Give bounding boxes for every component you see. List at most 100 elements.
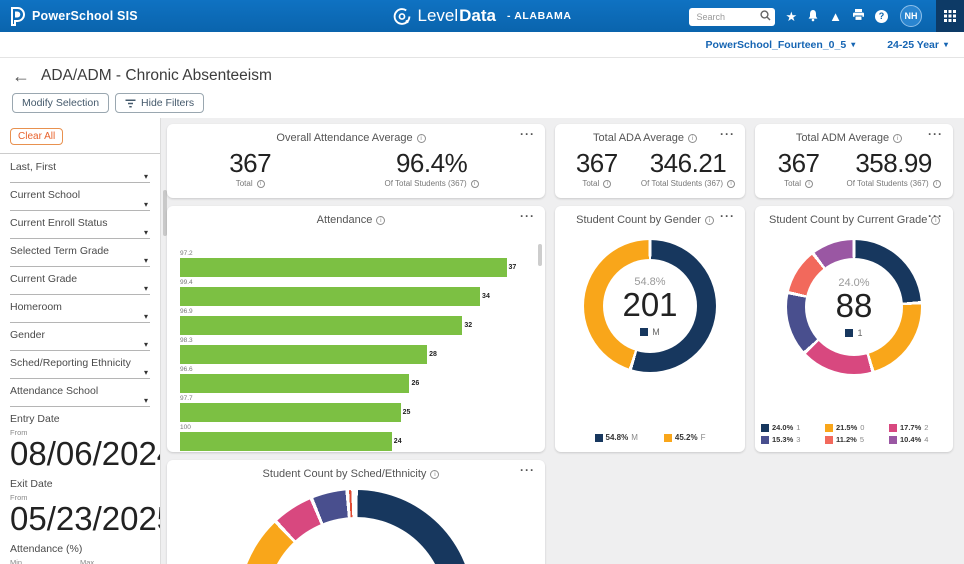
bar[interactable] (180, 258, 507, 277)
legend-item[interactable]: 10.4% 4 (889, 435, 947, 444)
bar[interactable] (180, 432, 392, 451)
date-from-input[interactable]: 08/06/2024 (10, 435, 161, 473)
legend-item[interactable]: 11.2% 5 (825, 435, 883, 444)
chart-scrollbar-thumb[interactable] (538, 244, 542, 266)
chevron-down-icon[interactable]: ▾ (143, 256, 148, 265)
legend-item[interactable]: 45.2% F (663, 433, 706, 442)
card-title: Total ADA Average i (569, 132, 721, 144)
info-icon[interactable]: i (704, 216, 714, 225)
info-icon[interactable]: i (687, 134, 697, 143)
legend-item[interactable]: 21.5% 0 (825, 423, 883, 432)
info-icon[interactable]: i (376, 216, 386, 225)
card-menu-icon[interactable]: ··· (520, 209, 535, 223)
legend-item[interactable]: 15.3% 3 (761, 435, 819, 444)
info-icon[interactable]: i (470, 180, 479, 188)
filter-dropdown[interactable]: Selected Term Grade ▾ (10, 245, 150, 267)
card-menu-icon[interactable]: ··· (928, 127, 943, 141)
legend-swatch (761, 435, 769, 444)
alerts-warning-icon[interactable]: ▲ (829, 8, 842, 24)
print-icon[interactable] (852, 9, 865, 23)
card-menu-icon[interactable]: ··· (520, 463, 535, 477)
search-icon[interactable] (760, 9, 771, 21)
legend-label: F (700, 433, 706, 442)
modify-selection-button[interactable]: Modify Selection (12, 93, 110, 113)
bar-value-label: 26 (411, 380, 420, 387)
bar[interactable] (180, 374, 410, 393)
legend-percent: 24.0% (772, 423, 794, 432)
plugin-selector[interactable]: PowerSchool_Fourteen_0_5 ▾ (705, 38, 856, 51)
info-icon[interactable]: i (805, 180, 813, 188)
card-menu-icon[interactable]: ··· (928, 209, 943, 223)
bar-value-label: 25 (402, 409, 411, 416)
info-icon[interactable]: i (603, 180, 612, 188)
info-icon[interactable]: i (931, 216, 941, 225)
help-icon[interactable]: ? (875, 9, 888, 23)
bar-value-label: 37 (508, 264, 517, 271)
info-icon[interactable]: i (416, 134, 426, 143)
avatar[interactable]: NH (900, 5, 922, 27)
legend-item[interactable]: 17.7% 2 (889, 423, 947, 432)
filter-dropdown[interactable]: Gender ▾ (10, 329, 150, 351)
filter-dropdown[interactable]: Last, First ▾ (10, 161, 150, 183)
info-icon[interactable]: i (430, 470, 440, 479)
bar[interactable] (180, 345, 428, 364)
info-icon[interactable]: i (932, 180, 941, 188)
info-icon[interactable]: i (893, 134, 903, 143)
kpi-label: Of Total Students (367) i (333, 179, 530, 188)
donut-ring[interactable]: 24.0% 88 1 (787, 240, 921, 374)
notifications-bell-icon[interactable] (807, 9, 819, 24)
divider (0, 153, 160, 154)
search-input[interactable] (689, 7, 776, 26)
card-menu-icon[interactable]: ··· (520, 127, 535, 141)
bar-value-label: 28 (429, 351, 437, 358)
filter-label: Current Grade (10, 273, 78, 285)
page-head: ← ADA/ADM - Chronic Absenteeism Modify S… (0, 58, 964, 118)
hide-filters-button[interactable]: Hide Filters (115, 93, 205, 113)
chevron-down-icon[interactable]: ▾ (143, 284, 148, 293)
card-menu-icon[interactable]: ··· (720, 127, 735, 141)
info-icon[interactable]: i (727, 180, 736, 188)
donut-center-label-text: M (652, 326, 660, 337)
filter-dropdown[interactable]: Homeroom ▾ (10, 301, 150, 323)
filter-dropdown[interactable]: Sched/Reporting Ethnicity ▾ (10, 357, 150, 379)
info-icon[interactable]: i (256, 180, 265, 188)
filter-dropdown[interactable]: Attendance School ▾ (10, 385, 150, 407)
sidebar-scrollbar-thumb[interactable] (163, 190, 167, 236)
chevron-down-icon[interactable]: ▾ (143, 396, 148, 405)
dashboard-card: Student Count by Sched/Ethnicity i ··· (167, 460, 545, 564)
date-value: 08/06/2024 (10, 435, 161, 472)
filter-dropdown[interactable]: Current School ▾ (10, 189, 150, 211)
legend-item[interactable]: 54.8% M (594, 433, 638, 442)
card-menu-icon[interactable]: ··· (720, 209, 735, 223)
legend-item[interactable]: 24.0% 1 (761, 423, 819, 432)
filter-dropdown[interactable]: Current Grade ▾ (10, 273, 150, 295)
bar[interactable] (180, 403, 401, 422)
chevron-down-icon[interactable]: ▾ (143, 228, 148, 237)
legend-label: 4 (924, 435, 929, 444)
app-switcher-grid-icon[interactable] (936, 0, 964, 32)
chevron-down-icon[interactable]: ▾ (143, 200, 148, 209)
legend-label: 5 (859, 435, 865, 444)
donut-ring[interactable] (239, 490, 473, 564)
donut-ring[interactable]: 54.8% 201 M (584, 240, 716, 372)
chevron-down-icon[interactable]: ▾ (143, 172, 148, 181)
chevron-down-icon: ▾ (943, 40, 948, 49)
favorites-star-icon[interactable]: ★ (785, 8, 798, 24)
back-button[interactable]: ← (12, 66, 30, 86)
clear-all-button[interactable]: Clear All (10, 128, 64, 145)
chevron-down-icon[interactable]: ▾ (143, 340, 148, 349)
year-selector[interactable]: 24-25 Year ▾ (887, 38, 948, 51)
leveldata-logo-icon (393, 7, 411, 25)
donut-center-label: 1 (845, 328, 863, 338)
donut-center-value: 88 (835, 286, 873, 324)
filter-dropdown[interactable]: Current Enroll Status ▾ (10, 217, 150, 239)
legend-label: 1 (796, 423, 801, 432)
chevron-down-icon[interactable]: ▾ (143, 312, 148, 321)
bar[interactable] (180, 287, 481, 306)
filter-label: Attendance (%) (10, 543, 83, 555)
legend-swatch (845, 328, 854, 337)
powerschool-logo-icon[interactable] (10, 6, 25, 26)
bar[interactable] (180, 316, 463, 335)
date-from-input[interactable]: 05/23/2025 (10, 502, 160, 538)
chevron-down-icon[interactable]: ▾ (143, 368, 148, 377)
